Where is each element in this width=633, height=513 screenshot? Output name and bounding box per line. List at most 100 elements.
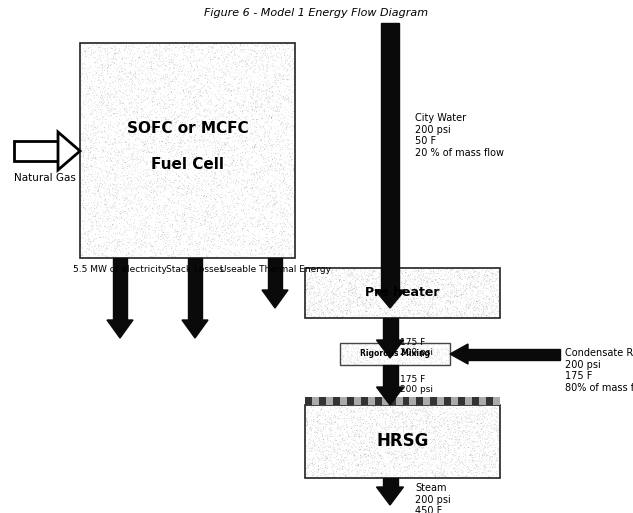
- Point: [191, 43, 201, 51]
- Point: [254, 161, 264, 169]
- Point: [97, 250, 108, 259]
- Point: [78, 90, 89, 98]
- Point: [363, 292, 373, 301]
- Point: [434, 346, 444, 354]
- Point: [481, 292, 491, 301]
- Point: [316, 403, 326, 411]
- Point: [354, 423, 365, 431]
- Point: [218, 248, 228, 256]
- Point: [382, 301, 392, 309]
- Point: [475, 301, 485, 309]
- Point: [250, 198, 260, 206]
- Point: [479, 264, 489, 272]
- Point: [144, 225, 154, 233]
- Point: [457, 456, 467, 464]
- Point: [125, 110, 135, 119]
- Point: [93, 51, 103, 60]
- Point: [76, 114, 86, 122]
- Point: [465, 273, 475, 282]
- Point: [192, 181, 202, 189]
- Point: [234, 76, 244, 85]
- Point: [172, 62, 182, 70]
- Point: [87, 80, 97, 88]
- Point: [192, 191, 202, 199]
- Point: [234, 250, 244, 258]
- Point: [215, 232, 225, 241]
- Point: [144, 222, 154, 230]
- Point: [87, 46, 97, 54]
- Point: [485, 284, 495, 292]
- Point: [473, 271, 483, 279]
- Point: [425, 266, 435, 274]
- Point: [197, 119, 208, 127]
- Point: [477, 289, 487, 298]
- Point: [343, 359, 353, 367]
- Point: [366, 460, 376, 468]
- Point: [192, 240, 202, 248]
- Point: [189, 118, 199, 126]
- Point: [191, 116, 201, 124]
- Point: [421, 405, 431, 413]
- Point: [439, 339, 449, 347]
- Point: [369, 278, 379, 286]
- Point: [409, 459, 419, 467]
- Point: [353, 294, 363, 302]
- Point: [113, 188, 123, 196]
- Point: [227, 205, 237, 213]
- Point: [215, 83, 225, 91]
- Bar: [437, 397, 444, 405]
- Point: [397, 439, 407, 447]
- Point: [218, 222, 228, 230]
- Point: [369, 416, 379, 424]
- Point: [429, 426, 439, 434]
- Point: [225, 161, 235, 169]
- Point: [103, 253, 113, 262]
- Point: [91, 97, 101, 106]
- Point: [97, 100, 108, 108]
- Point: [89, 113, 99, 122]
- Point: [413, 430, 423, 439]
- Point: [176, 127, 186, 135]
- Point: [190, 66, 200, 74]
- Point: [151, 226, 161, 234]
- Point: [382, 288, 392, 297]
- Point: [97, 204, 107, 212]
- Point: [184, 172, 194, 181]
- Point: [171, 61, 181, 69]
- Point: [206, 49, 216, 57]
- Point: [261, 203, 271, 211]
- Point: [117, 229, 127, 237]
- Point: [79, 173, 89, 181]
- Point: [172, 226, 182, 234]
- Point: [178, 238, 188, 246]
- Point: [120, 207, 130, 215]
- Point: [279, 93, 289, 102]
- Point: [489, 408, 499, 417]
- Point: [260, 72, 270, 81]
- Point: [156, 57, 166, 66]
- Point: [194, 192, 204, 200]
- Point: [147, 103, 158, 111]
- Point: [453, 438, 463, 446]
- Point: [361, 282, 372, 290]
- Point: [378, 341, 388, 349]
- Point: [472, 283, 482, 291]
- Point: [316, 453, 327, 462]
- Point: [213, 133, 223, 142]
- Point: [218, 222, 228, 230]
- Point: [482, 302, 492, 310]
- Point: [131, 95, 141, 104]
- Point: [155, 98, 165, 106]
- Point: [458, 270, 468, 278]
- Point: [435, 307, 445, 315]
- Point: [97, 186, 108, 194]
- Point: [436, 282, 446, 290]
- Point: [370, 426, 380, 435]
- Point: [184, 178, 194, 186]
- Point: [266, 197, 276, 205]
- Point: [280, 123, 291, 131]
- Point: [471, 271, 481, 280]
- Point: [320, 460, 330, 468]
- Point: [306, 271, 316, 280]
- Point: [375, 435, 385, 443]
